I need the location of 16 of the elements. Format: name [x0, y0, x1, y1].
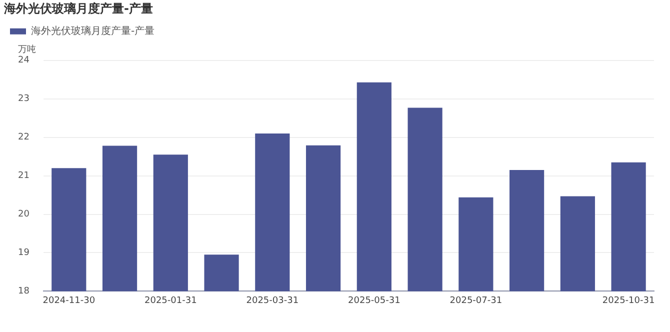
y-tick-label: 20	[18, 210, 30, 220]
y-tick-label: 18	[18, 286, 30, 297]
y-tick-label: 23	[18, 94, 30, 104]
y-tick-label: 22	[18, 132, 30, 143]
x-tick-label: 2025-03-31	[246, 296, 299, 306]
y-tick-label: 24	[18, 56, 30, 66]
x-tick-label: 2025-10-31	[602, 296, 655, 306]
y-tick-label: 21	[18, 171, 30, 182]
x-tick-label: 2024-11-30	[42, 296, 96, 306]
y-tick-label: 19	[18, 248, 30, 258]
y-axis-title: 万吨	[18, 44, 36, 56]
x-tick-label: 2025-05-31	[348, 296, 400, 306]
x-tick-label: 2025-07-31	[450, 296, 502, 306]
x-tick-label: 2025-01-31	[144, 296, 197, 306]
chart-title: 海外光伏玻璃月度产量-产量	[3, 1, 153, 16]
legend-label: 海外光伏玻璃月度产量-产量	[31, 24, 155, 37]
